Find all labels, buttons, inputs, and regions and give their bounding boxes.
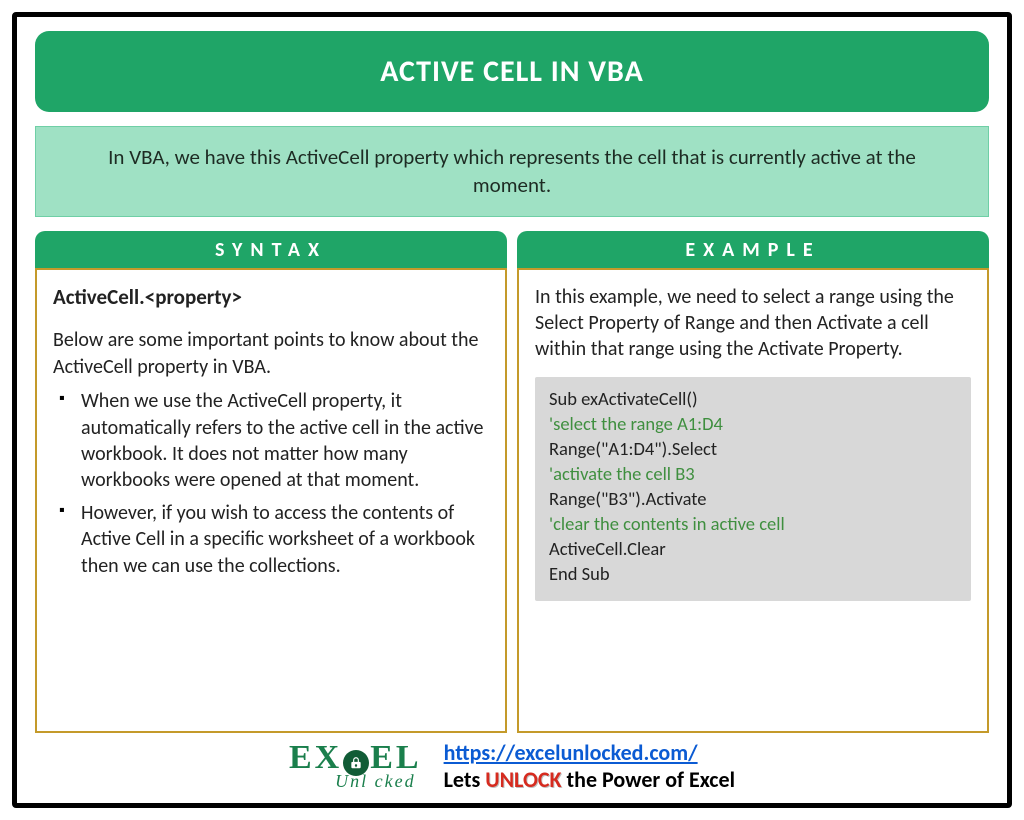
logo-text-right: EL xyxy=(370,743,421,774)
code-comment: 'clear the contents in active cell xyxy=(549,512,957,537)
example-column: EXAMPLE In this example, we need to sele… xyxy=(517,231,989,733)
intro-text: In VBA, we have this ActiveCell property… xyxy=(35,126,989,217)
code-line: End Sub xyxy=(549,562,957,587)
brand-logo: EX EL Unl cked xyxy=(289,743,422,790)
code-line: Sub exActivateCell() xyxy=(549,387,957,412)
tagline-post: the Power of Excel xyxy=(562,766,735,793)
logo-top-row: EX EL xyxy=(289,743,422,774)
example-intro: In this example, we need to select a ran… xyxy=(535,284,971,363)
footer-text: https://excelunlocked.com/ Lets UNLOCK t… xyxy=(444,739,735,793)
syntax-bullet: However, if you wish to access the conte… xyxy=(57,500,489,579)
lock-icon xyxy=(343,750,369,776)
tagline: Lets UNLOCK the Power of Excel xyxy=(444,766,735,793)
columns-container: SYNTAX ActiveCell.<property> Below are s… xyxy=(35,231,989,733)
code-comment: 'activate the cell B3 xyxy=(549,462,957,487)
code-line: Range("A1:D4").Select xyxy=(549,437,957,462)
logo-text-left: EX xyxy=(289,743,342,774)
syntax-header: SYNTAX xyxy=(35,231,507,268)
syntax-body: ActiveCell.<property> Below are some imp… xyxy=(35,268,507,733)
syntax-bullet: When we use the ActiveCell property, it … xyxy=(57,388,489,494)
page-title: ACTIVE CELL IN VBA xyxy=(35,31,989,112)
code-line: ActiveCell.Clear xyxy=(549,537,957,562)
syntax-lead: Below are some important points to know … xyxy=(53,327,489,380)
site-link[interactable]: https://excelunlocked.com/ xyxy=(444,739,698,766)
code-block: Sub exActivateCell() 'select the range A… xyxy=(535,377,971,601)
footer: EX EL Unl cked https://excelunlocked.com… xyxy=(35,739,989,793)
example-header: EXAMPLE xyxy=(517,231,989,268)
syntax-code: ActiveCell.<property> xyxy=(53,284,489,312)
tagline-unlock: UNLOCK xyxy=(485,766,561,793)
logo-subtext: Unl cked xyxy=(335,773,415,789)
syntax-column: SYNTAX ActiveCell.<property> Below are s… xyxy=(35,231,507,733)
example-body: In this example, we need to select a ran… xyxy=(517,268,989,733)
code-comment: 'select the range A1:D4 xyxy=(549,412,957,437)
tagline-pre: Lets xyxy=(444,766,486,793)
syntax-bullets: When we use the ActiveCell property, it … xyxy=(53,388,489,579)
code-line: Range("B3").Activate xyxy=(549,487,957,512)
card-frame: ACTIVE CELL IN VBA In VBA, we have this … xyxy=(12,12,1012,808)
